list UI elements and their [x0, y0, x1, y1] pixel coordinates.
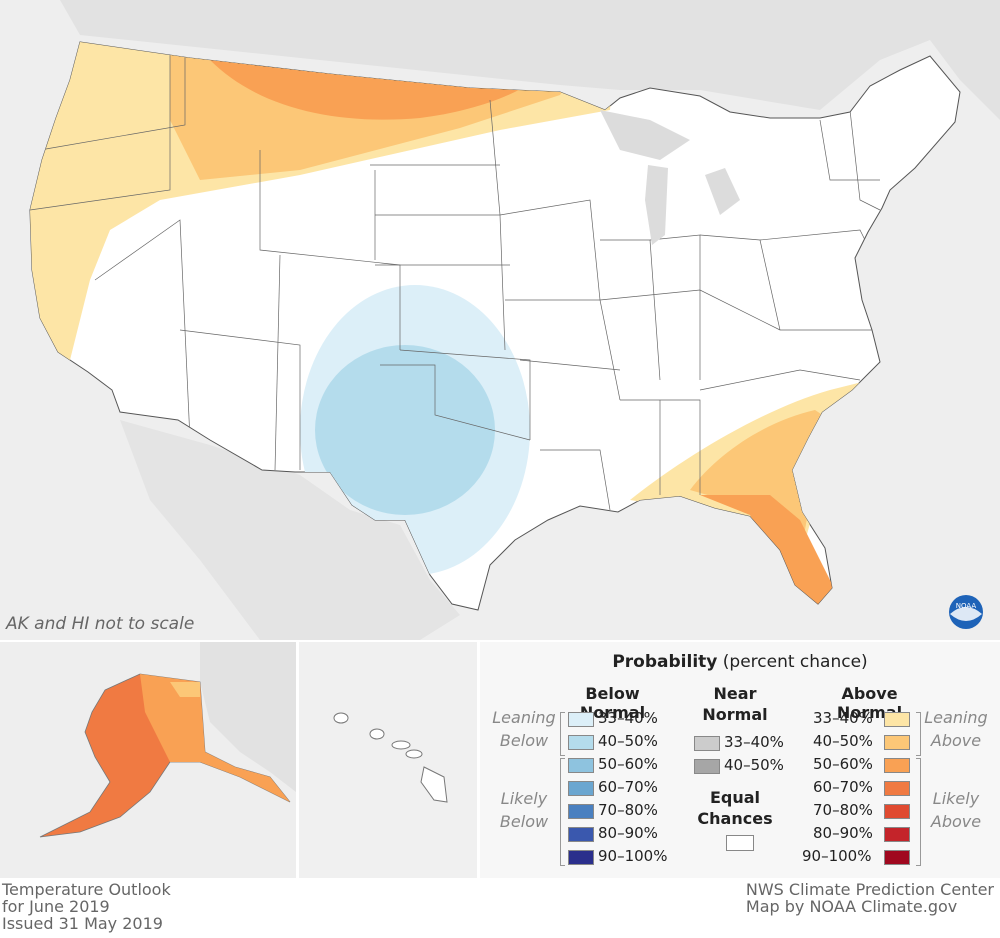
likely-below-label: Likely Below	[484, 787, 564, 833]
leaning-above-label: Leaning Above	[916, 706, 996, 752]
above-swatch-5	[884, 827, 910, 842]
below-label-1: 40–50%	[598, 732, 658, 750]
likely-below-line-2: Below	[499, 812, 549, 831]
above-label-2: 50–60%	[813, 755, 873, 773]
issue-date: Issued 31 May 2019	[2, 914, 163, 933]
near-swatch-1	[694, 759, 720, 774]
likely-below-bracket	[560, 758, 565, 866]
above-swatch-6	[884, 850, 910, 865]
below-swatch-1	[568, 735, 594, 750]
above-swatch-4	[884, 804, 910, 819]
likely-above-label: Likely Above	[916, 787, 996, 833]
above-label-4: 70–80%	[813, 801, 873, 819]
below-label-4: 70–80%	[598, 801, 658, 819]
hawaii-islands	[333, 712, 448, 803]
below-label-2: 50–60%	[598, 755, 658, 773]
conus-map: NOAA AK and HI not to scale	[0, 0, 1000, 640]
credit-center: NWS Climate Prediction Center	[745, 880, 994, 899]
below-label-6: 90–100%	[598, 847, 668, 865]
canada-inset-landmass	[200, 642, 296, 792]
alaska-above-40-50	[170, 682, 200, 697]
credit-map: Map by NOAA Climate.gov	[745, 897, 958, 916]
alaska-graphic	[39, 642, 296, 838]
below-label-5: 80–90%	[598, 824, 658, 842]
hawaii-inset	[299, 642, 477, 878]
below-label-0: 33–40%	[598, 709, 658, 727]
leaning-above-bracket	[916, 712, 921, 756]
near-label-0: 33–40%	[724, 733, 784, 751]
below-swatch-5	[568, 827, 594, 842]
below-label-3: 60–70%	[598, 778, 658, 796]
likely-above-line-1: Likely	[932, 789, 980, 808]
near-label-1: 40–50%	[724, 756, 784, 774]
above-swatch-2	[884, 758, 910, 773]
above-label-1: 40–50%	[813, 732, 873, 750]
above-label-3: 60–70%	[813, 778, 873, 796]
below-normal-heading: Below Normal	[579, 684, 646, 722]
legend: Probability (percent chance) Below Norma…	[480, 642, 1000, 878]
lake-superior	[600, 110, 690, 160]
equal-chances-swatch	[726, 835, 754, 851]
shade-above-50-60-florida	[700, 495, 835, 610]
below-swatch-0	[568, 712, 594, 727]
below-swatch-4	[568, 804, 594, 819]
leaning-below-label: Leaning Below	[484, 706, 564, 752]
canada-landmass	[0, 0, 1000, 120]
state-borders	[30, 42, 881, 511]
likely-above-bracket	[916, 758, 921, 866]
near-normal-heading-1: Near	[713, 684, 757, 703]
leaning-below-bracket	[560, 712, 565, 756]
noaa-logo: NOAA	[949, 595, 983, 629]
hawaii-graphic	[333, 712, 448, 803]
above-label-0: 33–40%	[813, 709, 873, 727]
shade-below-40-50	[315, 345, 495, 515]
outlook-period: for June 2019	[2, 897, 110, 916]
noaa-logo-text: NOAA	[956, 602, 977, 610]
leaning-below-line-2: Below	[499, 731, 549, 750]
below-swatch-3	[568, 781, 594, 796]
above-swatch-0	[884, 712, 910, 727]
conus-map-graphic: NOAA	[0, 0, 1000, 640]
legend-title: Probability (percent chance)	[480, 652, 1000, 672]
leaning-above-line-2: Above	[930, 731, 982, 750]
above-swatch-3	[884, 781, 910, 796]
above-label-6: 90–100%	[802, 847, 872, 865]
footer-right: NWS Climate Prediction Center Map by NOA…	[746, 881, 994, 915]
outlook-title: Temperature Outlook	[2, 880, 171, 899]
footer-left: Temperature Outlook for June 2019 Issued…	[2, 881, 171, 932]
above-label-5: 80–90%	[813, 824, 873, 842]
likely-below-line-1: Likely	[500, 789, 548, 808]
lake-michigan	[645, 165, 668, 245]
near-normal-heading-2: Normal	[702, 705, 768, 724]
equal-chances-heading-2: Chances	[697, 809, 773, 828]
leaning-below-line-1: Leaning	[492, 708, 556, 727]
equal-chances-heading-1: Equal	[709, 788, 761, 807]
likely-above-line-2: Above	[930, 812, 982, 831]
leaning-above-line-1: Leaning	[924, 708, 988, 727]
mexico-landmass	[120, 420, 460, 640]
below-swatch-2	[568, 758, 594, 773]
lake-huron	[705, 168, 740, 215]
legend-title-bold: Probability	[612, 652, 718, 672]
legend-title-rest: (percent chance)	[722, 652, 868, 672]
above-swatch-1	[884, 735, 910, 750]
below-swatch-6	[568, 850, 594, 865]
near-swatch-0	[694, 736, 720, 751]
alaska-inset	[0, 642, 296, 878]
alaska-above-50-60	[140, 674, 290, 802]
scale-note: AK and HI not to scale	[6, 614, 195, 634]
